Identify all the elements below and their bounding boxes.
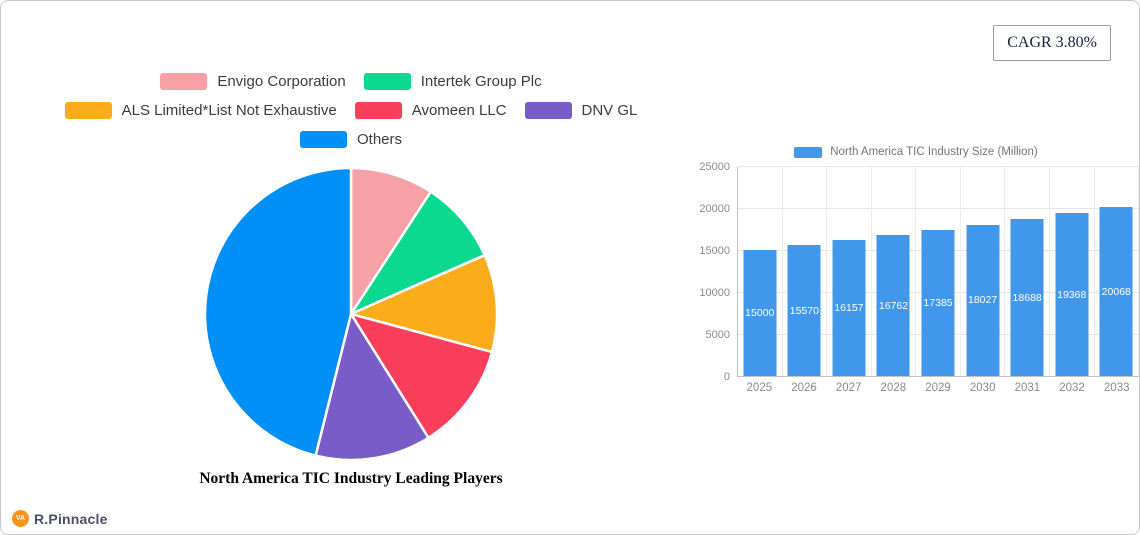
bar-value-label-2031: 18688 [1012, 291, 1042, 304]
legend-swatch-5 [299, 131, 347, 148]
legend-label-1: Intertek Group Plc [420, 73, 542, 90]
bar-value-label-2033: 20068 [1101, 285, 1131, 298]
bar-value-label-2025: 15000 [745, 307, 775, 319]
pie-legend-row-2: Others [299, 131, 402, 148]
bar-category-cell-2026: 15570 [783, 167, 828, 376]
y-tick-10000: 10000 [699, 287, 730, 299]
pie-slice-4[interactable] [314, 312, 430, 462]
pie-slice-0[interactable] [349, 166, 433, 316]
bar-legend-swatch[interactable] [794, 146, 823, 158]
bar-chart-section: North America TIC Industry Size (Million… [693, 144, 1139, 394]
bar-2030[interactable]: 18027 [966, 224, 1000, 376]
bar-category-cell-2030: 18027 [961, 167, 1006, 376]
y-tick-5000: 5000 [705, 329, 730, 341]
bar-2031[interactable]: 18688 [1010, 219, 1044, 376]
bar-value-label-2032: 19368 [1057, 288, 1087, 301]
y-tick-15000: 15000 [699, 245, 730, 257]
pie-chart-title: North America TIC Industry Leading Playe… [199, 470, 503, 487]
legend-item-3[interactable]: Avomeen LLC [354, 102, 507, 119]
legend-label-0: Envigo Corporation [217, 73, 346, 90]
legend-label-3: Avomeen LLC [411, 102, 507, 119]
bar-legend-label: North America TIC Industry Size (Million… [830, 146, 1038, 158]
y-tick-20000: 20000 [699, 203, 730, 215]
gridline-h-20000 [738, 208, 1139, 209]
bar-category-cell-2025: 15000 [738, 167, 783, 376]
x-tick-2028: 2028 [880, 382, 907, 394]
bar-value-label-2027: 16157 [834, 302, 864, 315]
cagr-badge: CAGR 3.80% [993, 25, 1111, 61]
legend-item-4[interactable]: DNV GL [524, 102, 638, 119]
legend-swatch-0 [160, 73, 208, 90]
bar-value-label-2029: 17385 [923, 296, 953, 309]
x-tick-2030: 2030 [969, 382, 996, 394]
bar-chart-legend: North America TIC Industry Size (Million… [693, 144, 1139, 160]
bar-plot-row: 0 5000 10000 15000 20000 25000 15000 15570 1615… [693, 161, 1139, 383]
legend-item-0[interactable]: Envigo Corporation [160, 73, 346, 90]
y-tick-25000: 25000 [699, 161, 730, 173]
x-tick-2027: 2027 [835, 382, 862, 394]
bar-2028[interactable]: 16762 [876, 235, 910, 376]
bar-value-label-2028: 16762 [878, 299, 909, 312]
x-tick-2031: 2031 [1014, 382, 1041, 394]
legend-item-5[interactable]: Others [299, 131, 402, 148]
gridline-h-25000 [738, 166, 1139, 167]
x-tick-2025: 2025 [746, 382, 773, 394]
brand-logo-icon: VA [12, 510, 29, 527]
x-tick-2026: 2026 [791, 382, 817, 394]
bar-2027[interactable]: 16157 [832, 240, 866, 376]
pie-legend: Envigo Corporation Intertek Group Plc ALS … [64, 73, 638, 148]
legend-swatch-2 [64, 102, 112, 119]
bar-2025[interactable]: 15000 [743, 250, 777, 376]
legend-label-4: DNV GL [581, 102, 638, 119]
pie-legend-row-0: Envigo Corporation Intertek Group Plc [160, 73, 542, 90]
legend-label-2: ALS Limited*List Not Exhaustive [121, 102, 337, 119]
x-tick-2029: 2029 [925, 382, 951, 394]
bar-category-cell-2028: 16762 [872, 167, 917, 376]
bar-value-label-2026: 15570 [789, 304, 819, 317]
bar-category-cell-2029: 17385 [916, 167, 961, 376]
bar-2026[interactable]: 15570 [787, 245, 821, 376]
brand-logo: VA R.Pinnacle [12, 510, 108, 527]
bar-category-cell-2033: 20068 [1095, 167, 1139, 376]
legend-swatch-1 [363, 73, 411, 90]
pie-slice-2[interactable] [349, 253, 499, 354]
pie-slice-3[interactable] [349, 312, 494, 440]
bar-2033[interactable]: 20068 [1099, 207, 1133, 376]
bar-category-cell-2027: 16157 [827, 167, 872, 376]
cagr-badge-label: CAGR 3.80% [1007, 34, 1097, 51]
pie-chart [203, 166, 499, 462]
bar-category-cell-2031: 18688 [1005, 167, 1050, 376]
y-axis-labels: 0 5000 10000 15000 20000 25000 [693, 161, 737, 383]
pie-slice-5[interactable] [203, 166, 353, 457]
legend-label-5: Others [356, 131, 402, 148]
bar-value-label-2030: 18027 [967, 294, 998, 307]
pie-legend-row-1: ALS Limited*List Not Exhaustive Avomeen L… [64, 102, 638, 119]
legend-item-1[interactable]: Intertek Group Plc [363, 73, 542, 90]
pie-slice-1[interactable] [349, 190, 486, 316]
y-tick-0: 0 [723, 371, 730, 383]
brand-name: R.Pinnacle [34, 510, 108, 527]
bar-2032[interactable]: 19368 [1055, 213, 1089, 376]
pie-chart-section: Envigo Corporation Intertek Group Plc ALS … [1, 73, 701, 488]
legend-item-2[interactable]: ALS Limited*List Not Exhaustive [64, 102, 337, 119]
x-axis-labels: 2025 2026 2027 2028 2029 2030 2031 2032 2033 [737, 382, 1139, 394]
x-tick-2032: 2032 [1059, 382, 1085, 394]
bar-category-cell-2032: 19368 [1050, 167, 1095, 376]
x-tick-2033: 2033 [1103, 382, 1130, 394]
legend-swatch-3 [354, 102, 402, 119]
bar-plot-area: 15000 15570 16157 16762 17385 18027 18688 19368… [737, 166, 1139, 377]
bar-2029[interactable]: 17385 [921, 229, 955, 376]
legend-swatch-4 [524, 102, 572, 119]
